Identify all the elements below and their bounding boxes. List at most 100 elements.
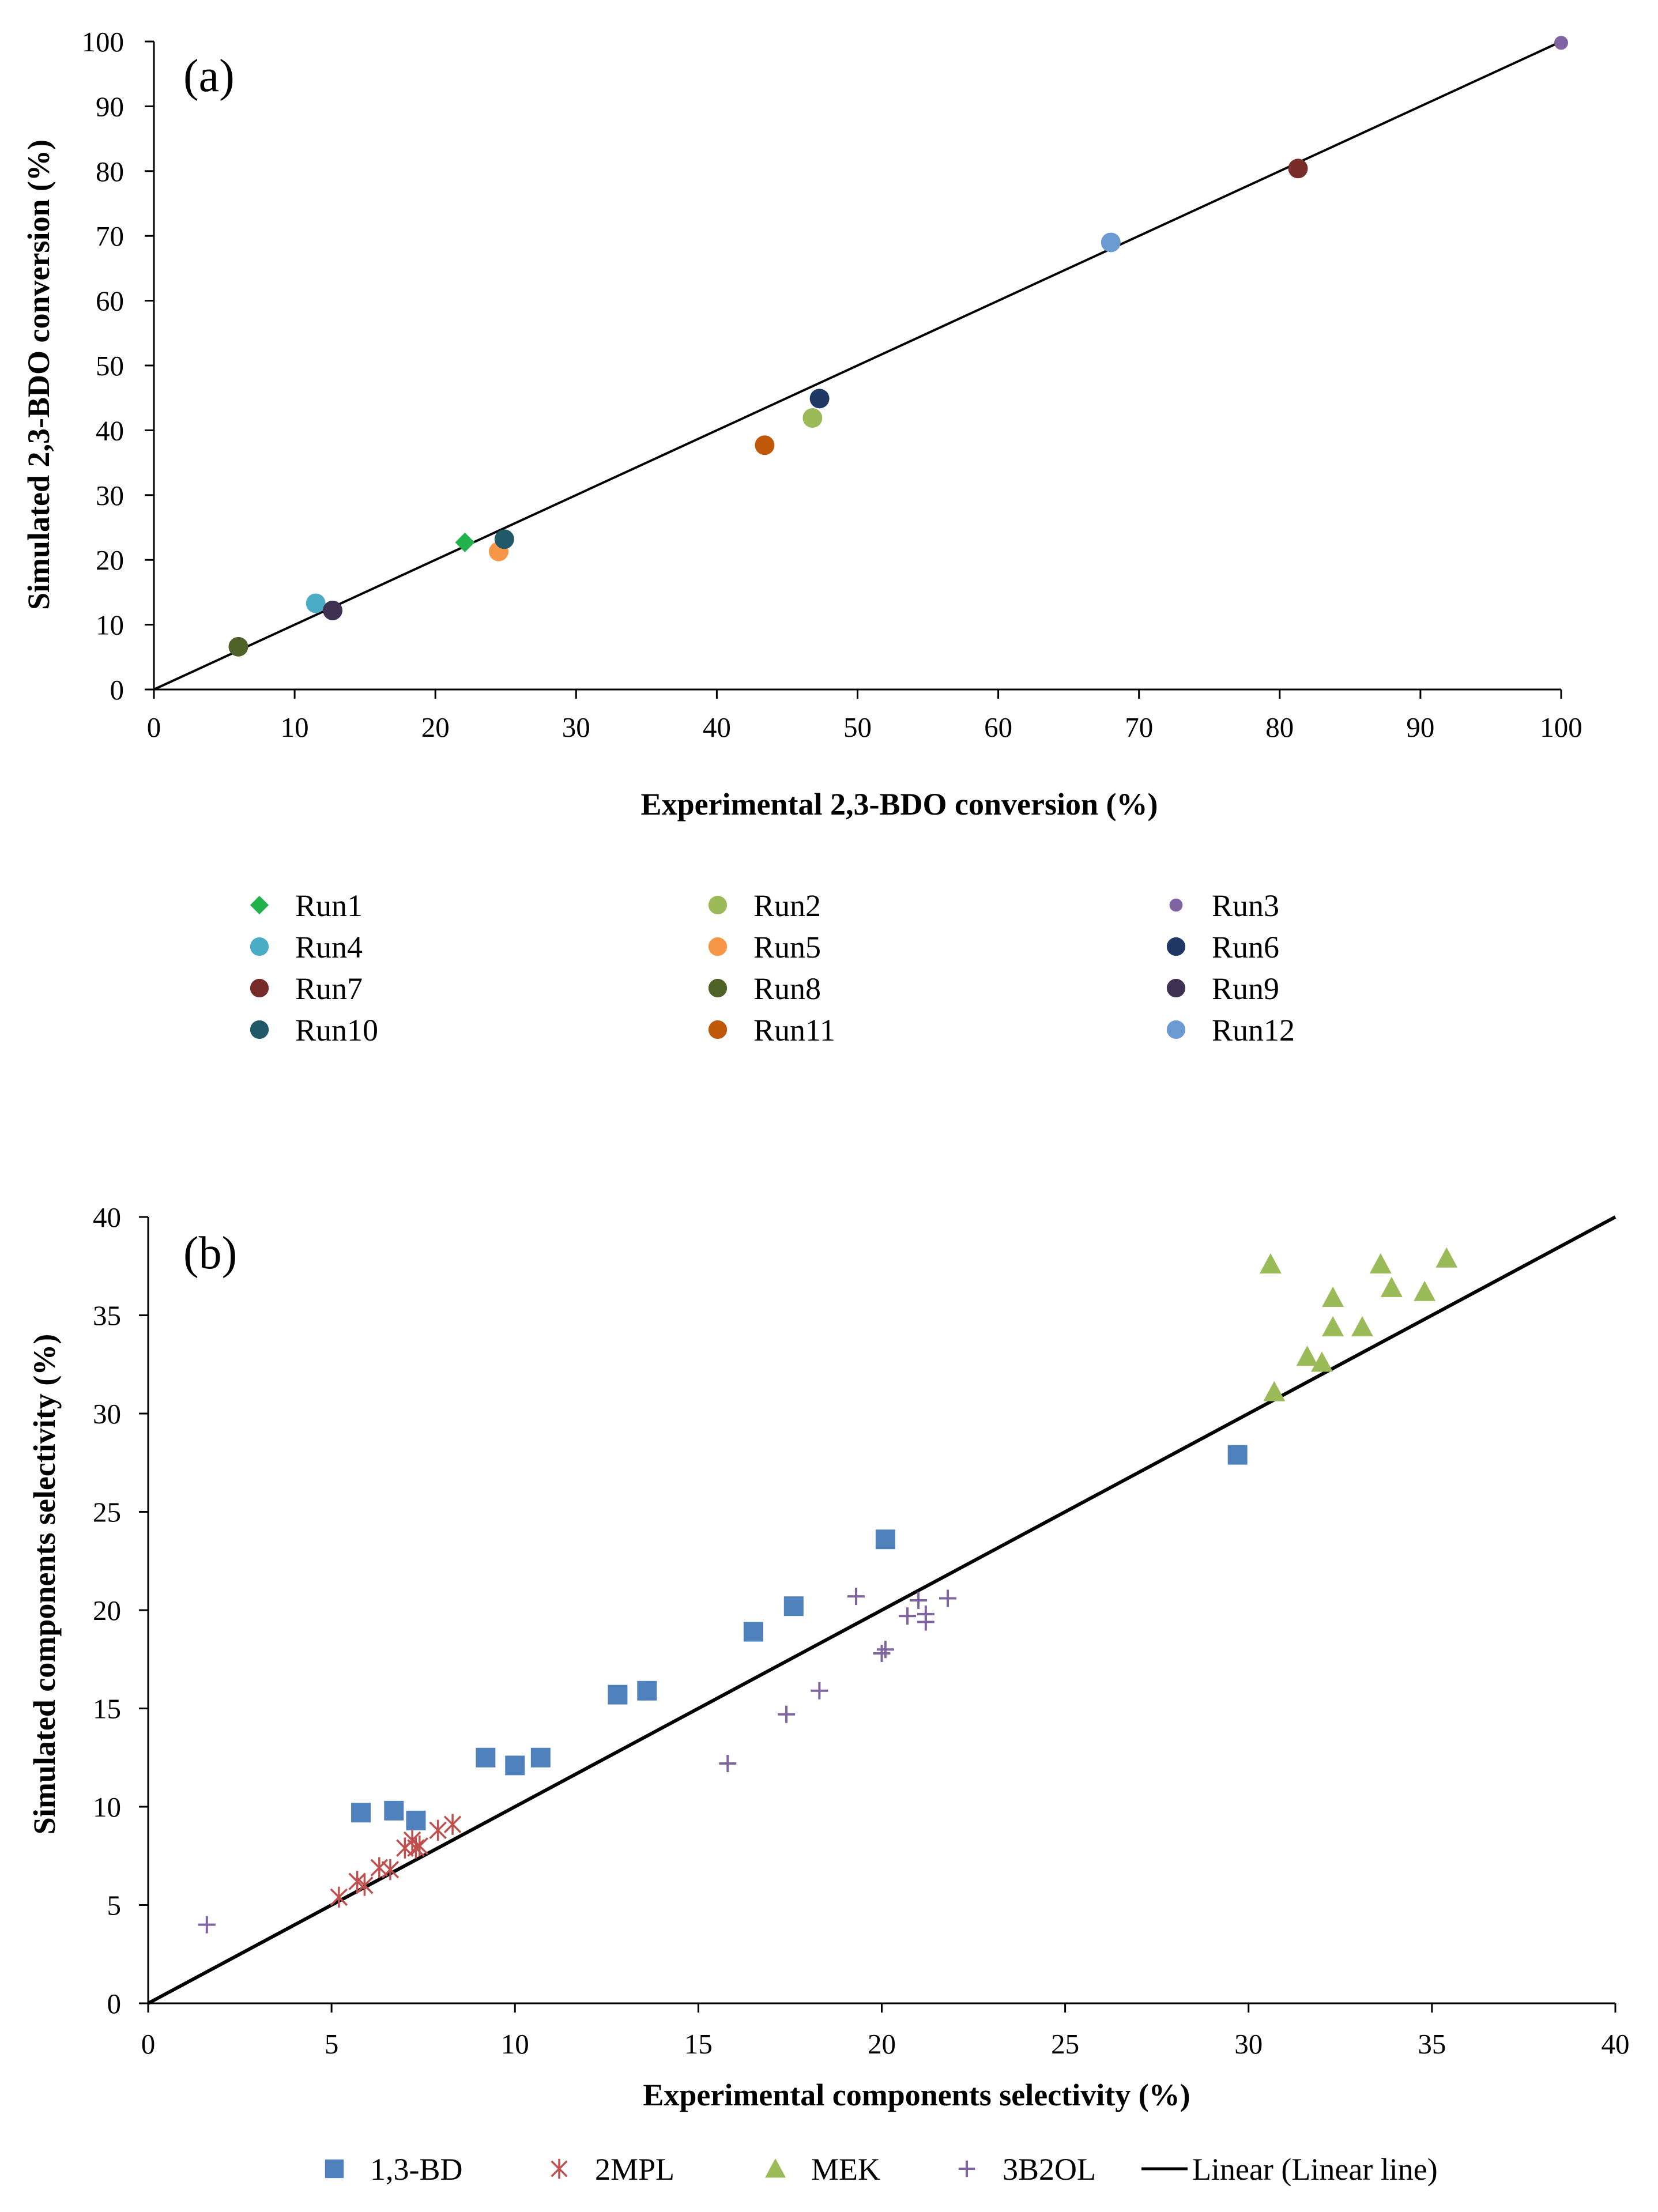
panel-b-x-tick-label: 25	[1051, 2028, 1079, 2060]
panel-b-point-3b2ol	[811, 1682, 828, 1699]
panel-b-legend-label-mek: MEK	[811, 2152, 880, 2187]
panel-b-point-mek	[1311, 1351, 1333, 1372]
panel-a-point-run4	[306, 593, 326, 613]
panel-b-point-3b2ol	[719, 1754, 737, 1772]
panel-a-y-tick-label: 80	[96, 156, 124, 187]
panel-b-point-3b2ol	[899, 1607, 917, 1625]
panel-b-point-1-3-bd	[476, 1747, 496, 1768]
panel-b-point-2mpl	[381, 1859, 400, 1881]
panel-b-point-2mpl	[330, 1886, 348, 1908]
panel-a-point-run6	[809, 389, 830, 409]
panel-b-point-1-3-bd	[406, 1810, 426, 1830]
panel-a-legend-label-run12: Run12	[1212, 1013, 1295, 1047]
panel-a-y-tick-label: 20	[96, 544, 124, 576]
panel-a-y-tick-label: 60	[96, 285, 124, 317]
panel-b-point-mek	[1322, 1316, 1344, 1337]
panel-b-point-mek	[1435, 1247, 1458, 1268]
panel-b-x-tick-label: 5	[325, 2028, 339, 2060]
panel-a-legend-marker-run4	[250, 937, 269, 956]
panel-b-point-1-3-bd	[351, 1803, 371, 1823]
panel-a-point-run2	[802, 408, 823, 428]
panel-b-legend-label-3b2ol: 3B2OL	[1003, 2152, 1096, 2187]
panel-b-point-mek	[1322, 1286, 1344, 1307]
panel-b-point-1-3-bd	[783, 1596, 804, 1616]
panel-a-y-tick-label: 90	[96, 91, 124, 122]
panel-b-y-tick-label: 40	[93, 1201, 121, 1233]
panel-b-point-mek	[1259, 1253, 1282, 1273]
panel-b-point-2mpl	[443, 1814, 462, 1835]
panel-b-x-tick-label: 0	[141, 2028, 156, 2060]
panel-b-y-tick-label: 5	[107, 1890, 122, 1921]
panel-a-legend-marker-run11	[708, 1020, 728, 1039]
panel-b-point-1-3-bd	[608, 1685, 628, 1705]
panel-a-y-axis-title: Simulated 2,3-BDO conversion (%)	[21, 140, 56, 610]
panel-a-label: (a)	[183, 51, 235, 101]
panel-a-x-tick-label: 30	[562, 711, 590, 743]
panel-a-x-tick-label: 60	[984, 711, 1012, 743]
panel-a-y-tick-label: 40	[96, 414, 124, 446]
panel-b-point-1-3-bd	[637, 1680, 657, 1701]
panel-a-x-tick-label: 10	[281, 711, 309, 743]
panel-b-point-2mpl	[429, 1819, 447, 1841]
panel-b-point-3b2ol	[917, 1613, 934, 1631]
panel-b-point-1-3-bd	[1227, 1445, 1248, 1465]
panel-b-y-tick-label: 0	[107, 1988, 122, 2019]
panel-a-legend-marker-run3	[1169, 898, 1183, 912]
panel-a-y-tick-label: 10	[96, 609, 124, 641]
panel-b-point-3b2ol	[876, 1641, 894, 1659]
panel-b-y-axis-title: Simulated components selectivity (%)	[27, 1334, 62, 1834]
panel-b-y-tick-label: 10	[93, 1791, 121, 1823]
panel-b-point-3b2ol	[873, 1645, 891, 1663]
panel-a-legend-marker-run6	[1166, 937, 1186, 956]
panel-b-x-tick-label: 10	[501, 2028, 529, 2060]
chart-panel-b: (b) Experimental components selectivity …	[27, 1201, 1630, 2187]
panel-b-x-tick-label: 35	[1418, 2028, 1446, 2060]
panel-a-legend-marker-run10	[250, 1020, 269, 1039]
panel-a-legend-label-run2: Run2	[753, 888, 821, 923]
panel-a-x-tick-label: 20	[421, 711, 450, 743]
panel-a-point-run7	[1288, 159, 1308, 179]
panel-b-legend-label-linear-linear-line-: Linear (Linear line)	[1192, 2152, 1438, 2187]
panel-b-y-tick-label: 25	[93, 1497, 121, 1528]
panel-a-legend-label-run10: Run10	[295, 1013, 378, 1047]
panel-a-x-tick-label: 0	[147, 711, 161, 743]
panel-a-legend-marker-run2	[708, 895, 728, 915]
panel-a-legend-label-run11: Run11	[753, 1013, 835, 1047]
panel-a-point-run3	[1554, 36, 1568, 50]
panel-b-x-axis-title: Experimental components selectivity (%)	[643, 2078, 1190, 2112]
panel-a-legend-marker-run12	[1166, 1020, 1186, 1039]
panel-b-point-3b2ol	[847, 1588, 865, 1606]
panel-b-x-tick-label: 15	[684, 2028, 713, 2060]
panel-b-x-tick-label: 20	[868, 2028, 896, 2060]
panel-a-x-tick-label: 50	[843, 711, 872, 743]
panel-a-point-run1	[455, 532, 475, 552]
panel-b-point-mek	[1380, 1276, 1403, 1297]
panel-a-legend-label-run3: Run3	[1212, 888, 1279, 923]
panel-b-label: (b)	[183, 1228, 237, 1279]
panel-b-point-mek	[1351, 1316, 1373, 1337]
panel-a-legend-marker-run5	[708, 937, 728, 956]
panel-a-legend-marker-run9	[1166, 978, 1186, 998]
panel-b-point-1-3-bd	[530, 1747, 551, 1768]
panel-a-x-tick-label: 70	[1125, 711, 1153, 743]
panel-b-y-tick-label: 15	[93, 1693, 121, 1725]
panel-a-x-tick-label: 90	[1406, 711, 1434, 743]
panel-a-legend-label-run7: Run7	[295, 971, 363, 1006]
panel-a-legend-label-run8: Run8	[753, 971, 821, 1006]
panel-b-point-2mpl	[370, 1857, 389, 1878]
panel-b-point-1-3-bd	[743, 1622, 763, 1642]
panel-b-legend-label-2mpl: 2MPL	[595, 2152, 674, 2187]
panel-a-legend-label-run9: Run9	[1212, 971, 1279, 1006]
panel-a-legend-marker-run1	[250, 895, 269, 915]
panel-a-point-run10	[494, 529, 514, 549]
panel-a-point-run8	[228, 636, 248, 657]
panel-b-y-tick-label: 30	[93, 1398, 121, 1430]
panel-a-x-tick-label: 100	[1540, 711, 1582, 743]
panel-a-legend-marker-run8	[708, 978, 728, 998]
panel-b-legend-marker-mek	[764, 2158, 786, 2178]
panel-a-point-run11	[755, 435, 775, 455]
panel-a-y-tick-label: 50	[96, 350, 124, 382]
panel-b-point-mek	[1263, 1381, 1286, 1401]
panel-b-point-2mpl	[356, 1875, 374, 1896]
